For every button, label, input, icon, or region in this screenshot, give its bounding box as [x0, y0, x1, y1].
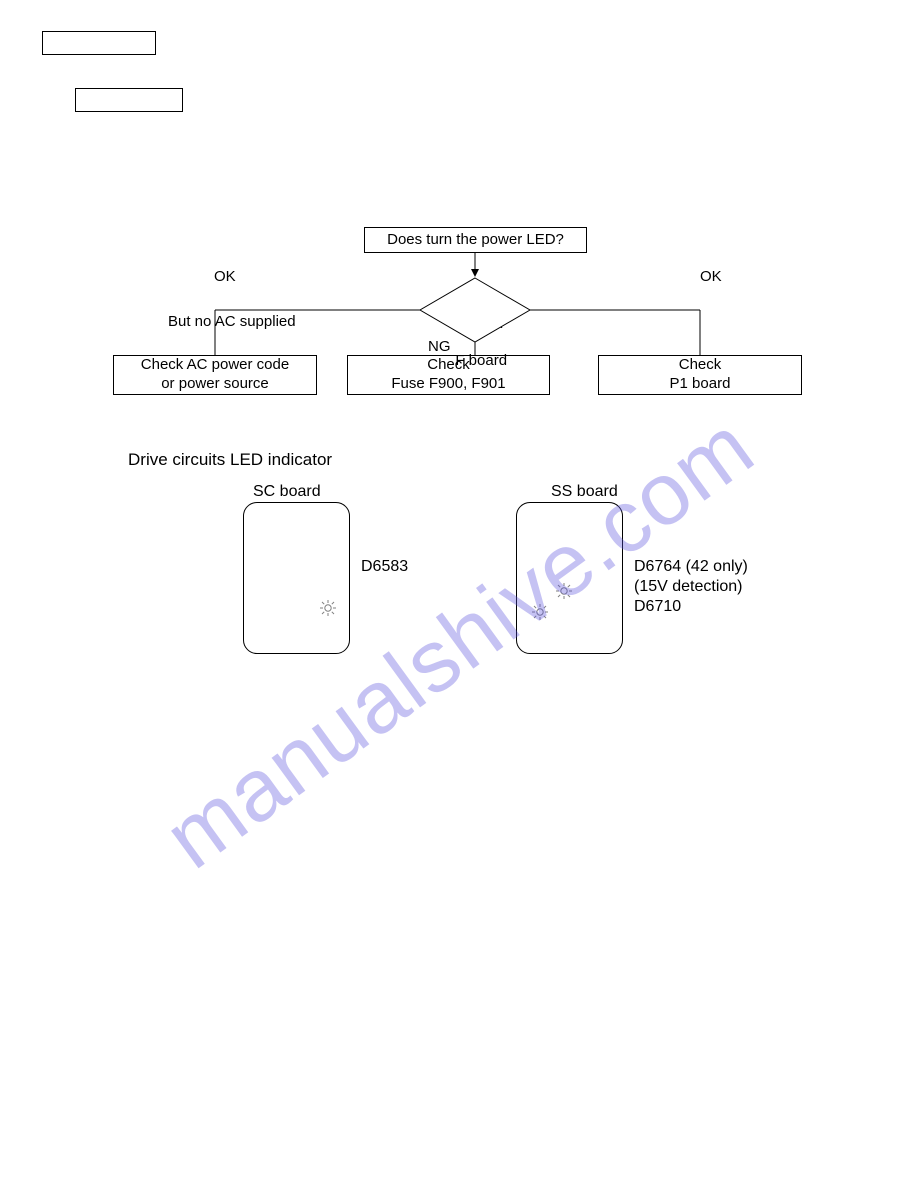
led-icon-ss-2 [530, 602, 550, 622]
node-f-board-l2: F board [455, 352, 507, 369]
led-heading: Drive circuits LED indicator [128, 449, 332, 470]
ss-board-title: SS board [551, 482, 618, 502]
edge-label-ng: NG [428, 338, 451, 357]
node-check-ac-l2: or power source [161, 375, 269, 394]
ss-board-label-l2: (15V detection) [634, 577, 743, 597]
node-f-board-l1: Check [460, 315, 503, 332]
edge-label-ok-right: OK [700, 268, 722, 287]
flowchart-connectors [0, 0, 918, 1188]
node-power-led: Does turn the power LED? [364, 227, 587, 253]
sc-board-title: SC board [253, 482, 321, 502]
ss-board-label-l1: D6764 (42 only) [634, 557, 748, 577]
ss-board-rect [516, 502, 623, 654]
node-check-ac: Check AC power code or power source [113, 355, 317, 395]
edge-label-ok-left: OK [214, 268, 236, 287]
top-box-1 [42, 31, 156, 55]
node-check-p1-l1: Check [679, 356, 722, 375]
top-box-2 [75, 88, 183, 112]
node-check-ac-l1: Check AC power code [141, 356, 289, 375]
node-power-led-text: Does turn the power LED? [387, 231, 564, 250]
sc-board-rect [243, 502, 350, 654]
ss-board-label-l3: D6710 [634, 597, 681, 617]
node-check-p1: Check P1 board [598, 355, 802, 395]
node-check-p1-l2: P1 board [670, 375, 731, 394]
node-f-board-text: Check F board [447, 296, 507, 371]
sc-board-label: D6583 [361, 557, 408, 577]
led-icon-sc [318, 598, 338, 618]
node-check-fuse-l2: Fuse F900, F901 [391, 375, 505, 394]
led-icon-ss-1 [554, 581, 574, 601]
edge-label-but-no-ac: But no AC supplied [168, 313, 296, 332]
